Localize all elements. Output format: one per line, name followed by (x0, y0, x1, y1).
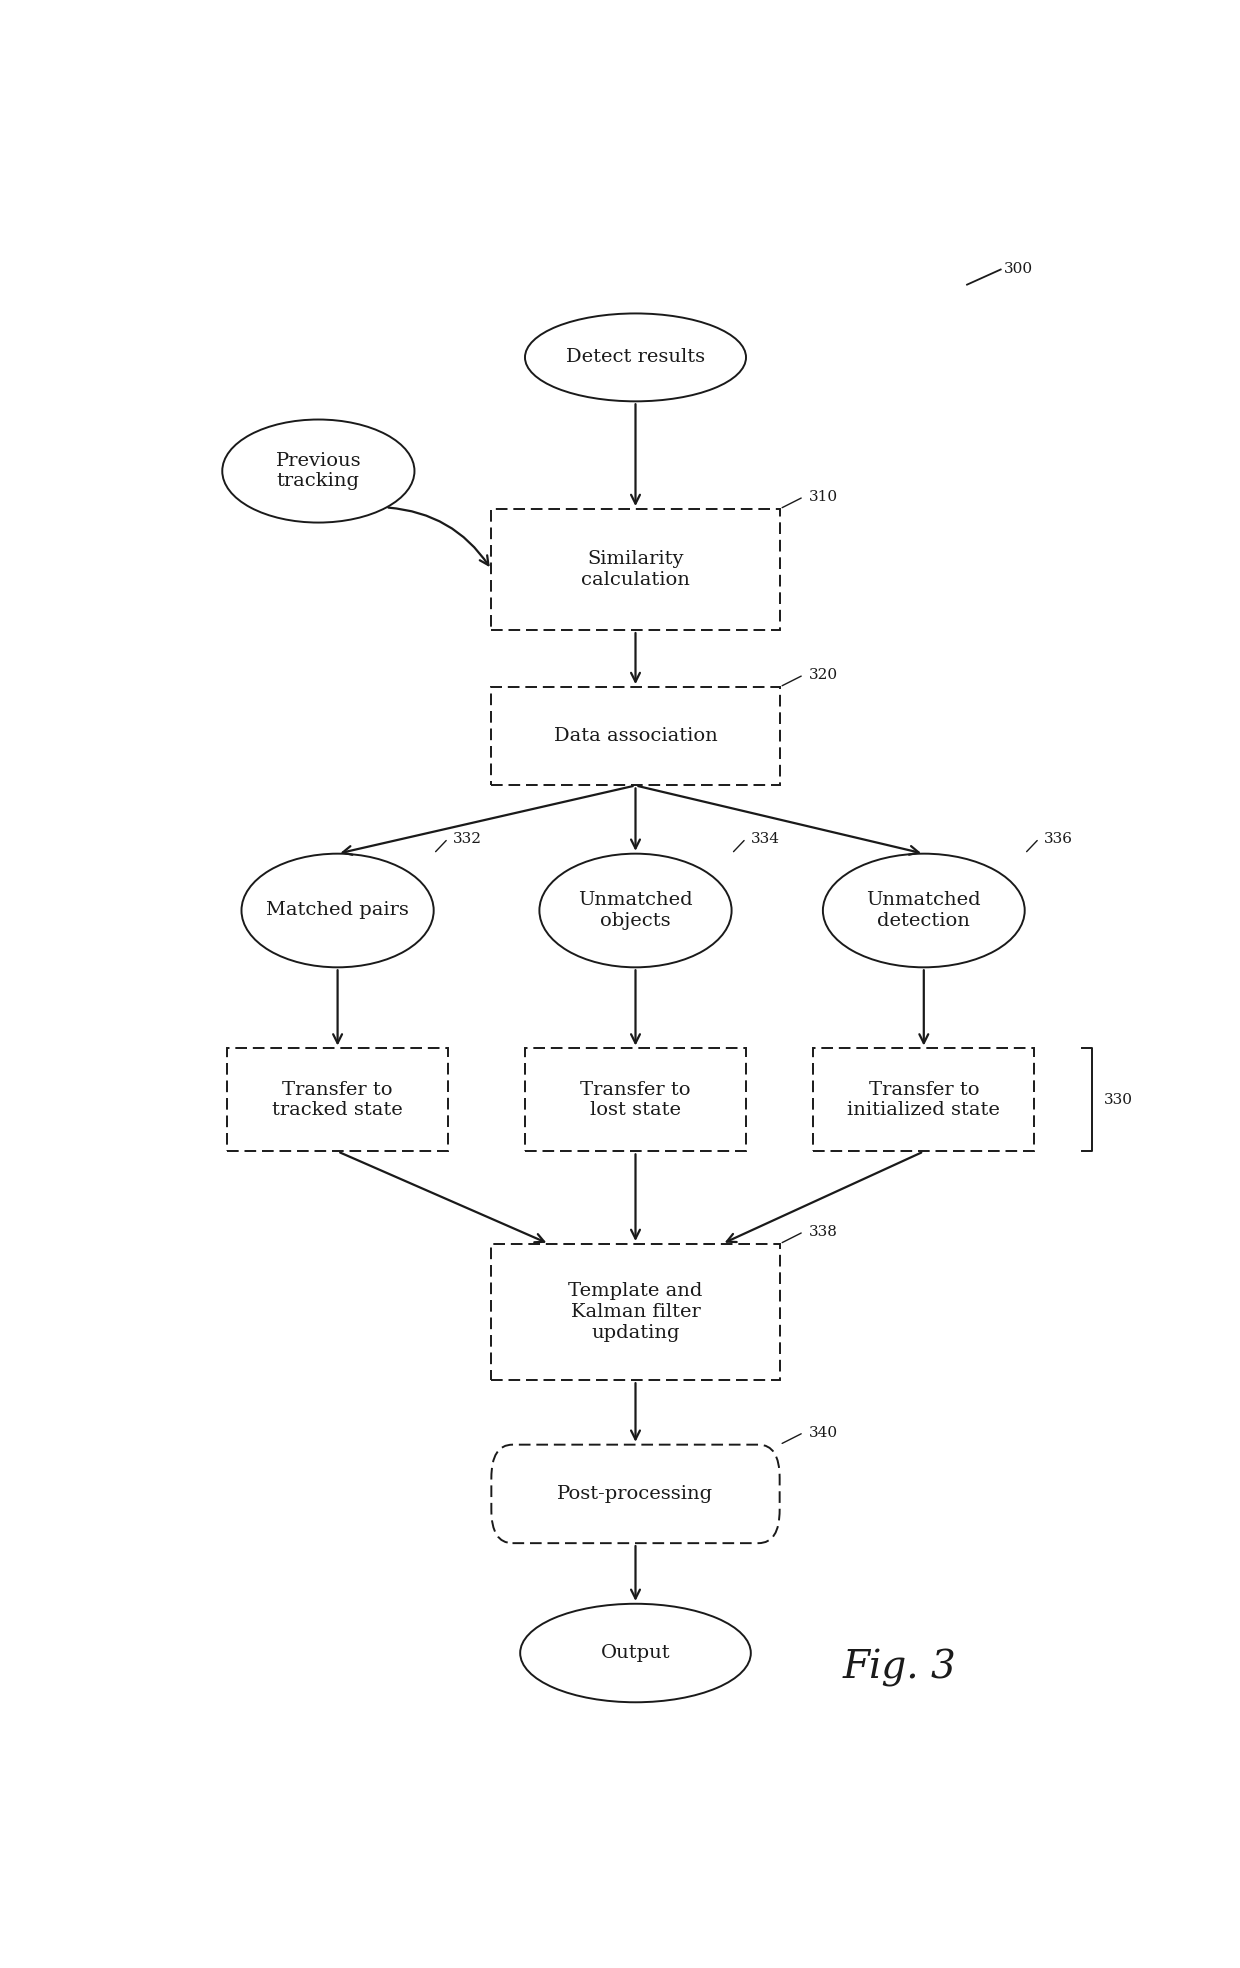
Text: Transfer to
lost state: Transfer to lost state (580, 1080, 691, 1120)
Text: 320: 320 (808, 667, 837, 681)
Text: Transfer to
tracked state: Transfer to tracked state (273, 1080, 403, 1120)
Text: 332: 332 (453, 832, 482, 846)
Text: 310: 310 (808, 490, 837, 504)
Text: Output: Output (600, 1643, 671, 1663)
Text: 336: 336 (1044, 832, 1073, 846)
Text: 334: 334 (751, 832, 780, 846)
Text: Fig. 3: Fig. 3 (843, 1649, 956, 1687)
Text: Unmatched
objects: Unmatched objects (578, 892, 693, 931)
Text: Data association: Data association (553, 728, 718, 746)
Text: Post-processing: Post-processing (558, 1486, 713, 1504)
Text: 330: 330 (1104, 1092, 1132, 1106)
Text: Matched pairs: Matched pairs (267, 901, 409, 919)
Text: Detect results: Detect results (565, 348, 706, 366)
Text: Template and
Kalman filter
updating: Template and Kalman filter updating (568, 1283, 703, 1342)
Text: Similarity
calculation: Similarity calculation (582, 551, 689, 588)
Text: 300: 300 (1003, 262, 1033, 276)
Text: Transfer to
initialized state: Transfer to initialized state (847, 1080, 1001, 1120)
Text: Previous
tracking: Previous tracking (275, 451, 361, 490)
Text: 338: 338 (808, 1224, 837, 1238)
Text: Unmatched
detection: Unmatched detection (867, 892, 981, 931)
Text: 340: 340 (808, 1425, 837, 1439)
